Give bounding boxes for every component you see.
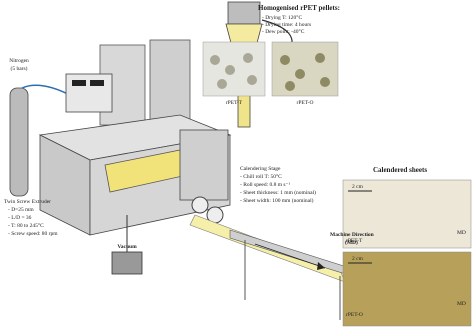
title: Calendering Stage: [240, 166, 281, 172]
label: (MD): [345, 239, 358, 246]
text: - Drying time: 4 hours: [262, 22, 311, 28]
extruder: [38, 114, 232, 236]
scale-label: 2 cm: [352, 256, 364, 262]
md-arrow: [254, 243, 326, 269]
md-label: MD: [457, 301, 466, 307]
nitrogen-cylinder: [9, 87, 29, 197]
label: Vacuum: [117, 244, 137, 250]
text: - Sheet thickness: 1 mm (nominal): [240, 189, 316, 196]
text: - D=25 mm: [8, 207, 34, 213]
text: - L/D = 36: [8, 215, 32, 221]
text: - Roll speed: 0.8 m s⁻¹: [240, 182, 290, 188]
text: - T: 80 to 245°C: [8, 222, 44, 229]
title: Homogenised rPET pellets:: [258, 4, 340, 12]
pellet-photo: [271, 41, 339, 97]
label: rPET-T: [346, 238, 363, 244]
title: Twin Screw Extruder: [4, 199, 51, 205]
label: rPET-O: [297, 100, 314, 106]
label: (5 bars): [11, 65, 28, 72]
scale-label: 2 cm: [352, 184, 364, 190]
text: - Dew point: -40°C: [262, 28, 305, 35]
text: - Chill roll T: 50°C: [240, 173, 282, 180]
gas-line: [21, 84, 71, 96]
sheet-photo: [342, 251, 472, 327]
label: rPET-T: [226, 100, 243, 106]
label: rPET-O: [346, 312, 363, 318]
label: Machine Direction: [330, 232, 374, 238]
pellets-texture: [280, 53, 330, 91]
text: - Drying T: 120°C: [262, 14, 303, 21]
md-label: MD: [457, 230, 466, 236]
title: Calendered sheets: [373, 166, 427, 174]
control-panel: [65, 73, 113, 113]
vacuum-pump: [111, 251, 143, 275]
pellets-texture: [210, 53, 257, 89]
text: - Screw speed: 80 rpm: [8, 231, 58, 237]
label: Nitrogen: [9, 58, 29, 64]
text: - Sheet width: 100 mm (nominal): [240, 197, 314, 204]
md-arrow-head: [317, 262, 325, 270]
